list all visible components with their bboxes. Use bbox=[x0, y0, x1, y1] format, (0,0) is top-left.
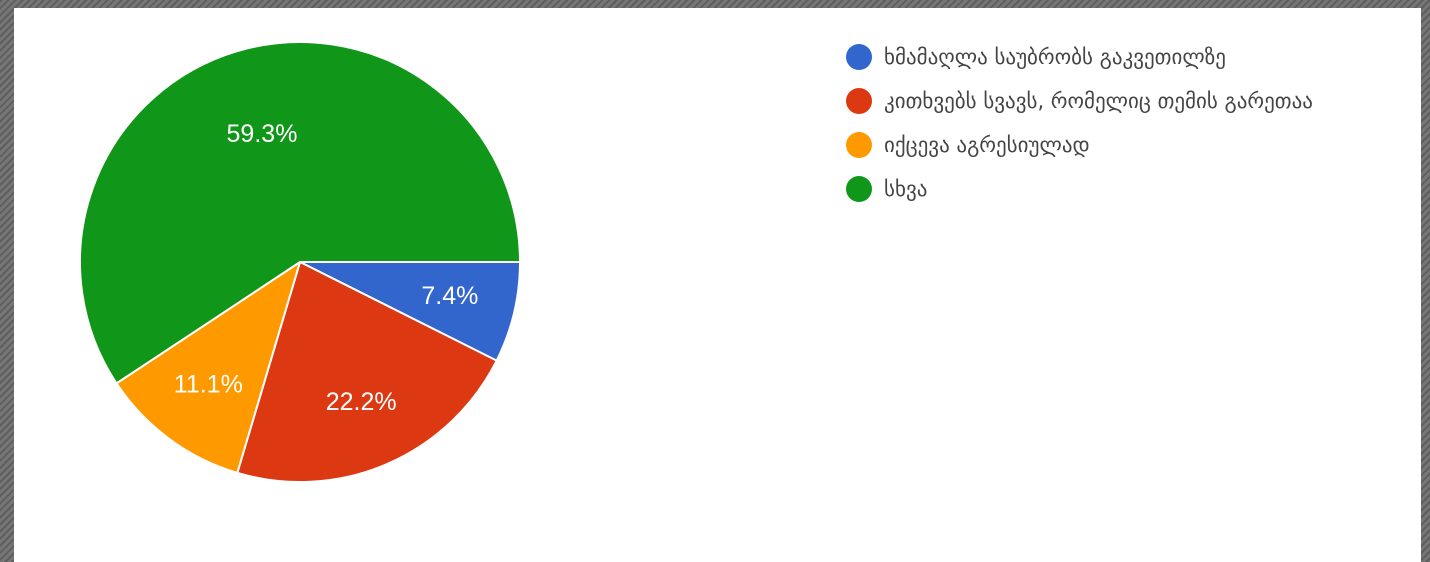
pie-slice-3 bbox=[79, 41, 522, 385]
legend-item-1: კითხვებს სვავს, რომელიც თემის გარეთაა bbox=[846, 84, 1366, 118]
legend-item-3: სხვა bbox=[846, 172, 1366, 206]
legend-swatch-icon bbox=[846, 88, 872, 114]
pie-slice-label-3: 59.3% bbox=[227, 120, 298, 148]
pie-slice-label-2: 11.1% bbox=[174, 370, 243, 398]
legend-label: სხვა bbox=[884, 177, 928, 201]
pie-slice-label-0: 7.4% bbox=[421, 282, 478, 310]
chart-panel: 7.4% 22.2% 11.1% 59.3% ხმამაღლა საუბრობს გა… bbox=[14, 8, 1421, 562]
legend-swatch-icon bbox=[846, 44, 872, 70]
legend-label: კითხვებს სვავს, რომელიც თემის გარეთაა bbox=[884, 89, 1313, 113]
pie-chart: 7.4% 22.2% 11.1% 59.3% bbox=[79, 41, 522, 483]
pie-slice-1 bbox=[236, 260, 498, 483]
legend-item-2: იქცევა აგრესიულად bbox=[846, 128, 1366, 162]
legend-label: იქცევა აგრესიულად bbox=[884, 133, 1090, 157]
pie-slice-label-1: 22.2% bbox=[326, 388, 397, 416]
legend-swatch-icon bbox=[846, 132, 872, 158]
pie-slice-0 bbox=[299, 261, 522, 362]
legend-swatch-icon bbox=[846, 176, 872, 202]
chart-legend: ხმამაღლა საუბრობს გაკვეთილზე კითხვებს სვა… bbox=[846, 40, 1366, 216]
legend-item-0: ხმამაღლა საუბრობს გაკვეთილზე bbox=[846, 40, 1366, 74]
pie-slice-2 bbox=[115, 259, 302, 475]
legend-label: ხმამაღლა საუბრობს გაკვეთილზე bbox=[884, 45, 1226, 69]
